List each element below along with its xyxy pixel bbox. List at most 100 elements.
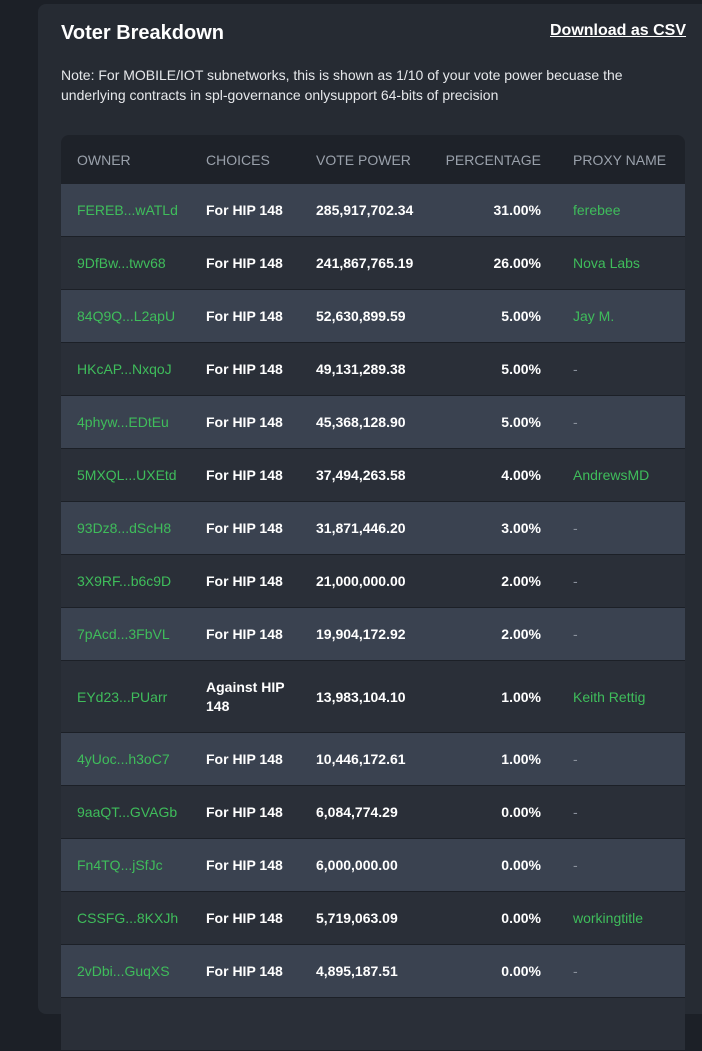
proxy-name: -	[573, 751, 578, 767]
voter-breakdown-panel: Voter Breakdown Download as CSV Note: Fo…	[38, 4, 702, 1051]
percentage-value: 2.00%	[501, 573, 541, 589]
vote-choice: Against HIP 148	[206, 678, 285, 714]
owner-address-link[interactable]: 84Q9Q...L2apU	[77, 308, 176, 324]
proxy-name: -	[573, 626, 578, 642]
left-sidebar-strip	[0, 0, 38, 1002]
percentage-value: 0.00%	[501, 910, 541, 926]
vote-power-value: 285,917,702.34	[316, 202, 414, 218]
vote-power-value: 241,867,765.19	[316, 255, 414, 271]
header-vote-power: VOTE POWER	[316, 151, 411, 168]
percentage-value: 0.00%	[501, 857, 541, 873]
proxy-name: -	[573, 573, 578, 589]
header-percentage: PERCENTAGE	[445, 151, 541, 168]
vote-power-value: 5,719,063.09	[316, 910, 398, 926]
owner-address-link[interactable]: Fn4TQ...jSfJc	[77, 857, 163, 873]
percentage-value: 5.00%	[501, 308, 541, 324]
percentage-value: 2.00%	[501, 626, 541, 642]
table-row: 9aaQT...GVAGb For HIP 148 6,084,774.29 0.00…	[61, 786, 685, 839]
percentage-value: 31.00%	[493, 202, 541, 218]
table-row	[61, 998, 685, 1051]
vote-power-value: 21,000,000.00	[316, 573, 406, 589]
table-row: 9DfBw...twv68 For HIP 148 241,867,765.19 26…	[61, 237, 685, 290]
owner-address-link[interactable]: 4yUoc...h3oC7	[77, 751, 170, 767]
vote-power-value: 6,000,000.00	[316, 857, 398, 873]
table-row: 4yUoc...h3oC7 For HIP 148 10,446,172.61 1.0…	[61, 733, 685, 786]
proxy-name: AndrewsMD	[573, 467, 650, 483]
owner-address-link[interactable]: 7pAcd...3FbVL	[77, 626, 170, 642]
proxy-name: -	[573, 804, 578, 820]
header-owner: OWNER	[77, 151, 131, 168]
proxy-name: ferebee	[573, 202, 621, 218]
proxy-name: Nova Labs	[573, 255, 640, 271]
vote-choice: For HIP 148	[206, 519, 283, 536]
proxy-name: -	[573, 361, 578, 377]
vote-choice: For HIP 148	[206, 254, 283, 271]
proxy-name: -	[573, 857, 578, 873]
vote-power-value: 10,446,172.61	[316, 751, 406, 767]
vote-choice: For HIP 148	[206, 856, 283, 873]
vote-power-value: 19,904,172.92	[316, 626, 406, 642]
vote-choice: For HIP 148	[206, 803, 283, 820]
table-row: EYd23...PUarr Against HIP 148 13,983,104.1…	[61, 661, 685, 733]
owner-address-link[interactable]: 93Dz8...dScH8	[77, 520, 172, 536]
percentage-value: 0.00%	[501, 963, 541, 979]
vote-choice: For HIP 148	[206, 413, 283, 430]
proxy-name: -	[573, 963, 578, 979]
percentage-value: 5.00%	[501, 361, 541, 377]
owner-address-link[interactable]: EYd23...PUarr	[77, 688, 168, 705]
table-body: FEREB...wATLd For HIP 148 285,917,702.34 31…	[61, 184, 685, 1051]
vote-choice: For HIP 148	[206, 307, 283, 324]
owner-address-link[interactable]: HKcAP...NxqoJ	[77, 361, 172, 377]
table-row: FEREB...wATLd For HIP 148 285,917,702.34 31…	[61, 184, 685, 237]
voter-table: OWNER CHOICES VOTE POWER PERCENTAGE PROX…	[61, 135, 685, 1051]
proxy-name: workingtitle	[573, 910, 644, 926]
vote-choice: For HIP 148	[206, 909, 283, 926]
owner-address-link[interactable]: 4phyw...EDtEu	[77, 414, 169, 430]
table-header: OWNER CHOICES VOTE POWER PERCENTAGE PROX…	[61, 135, 685, 184]
owner-address-link[interactable]: 9aaQT...GVAGb	[77, 804, 178, 820]
owner-address-link[interactable]: CSSFG...8KXJh	[77, 910, 179, 926]
percentage-value: 1.00%	[501, 751, 541, 767]
percentage-value: 4.00%	[501, 467, 541, 483]
owner-address-link[interactable]: 2vDbi...GuqXS	[77, 963, 170, 979]
table-row: CSSFG...8KXJh For HIP 148 5,719,063.09 0.00…	[61, 892, 685, 945]
header-proxy-name: PROXY NAME	[573, 151, 667, 168]
vote-choice: For HIP 148	[206, 466, 283, 483]
download-csv-link[interactable]: Download as CSV	[550, 22, 687, 39]
owner-address-link[interactable]: 3X9RF...b6c9D	[77, 573, 172, 589]
percentage-value: 0.00%	[501, 804, 541, 820]
vote-power-value: 31,871,446.20	[316, 520, 406, 536]
vote-power-value: 45,368,128.90	[316, 414, 406, 430]
vote-choice: For HIP 148	[206, 750, 283, 767]
owner-address-link[interactable]: 9DfBw...twv68	[77, 255, 166, 271]
vote-power-value: 49,131,289.38	[316, 361, 406, 377]
proxy-name: -	[573, 414, 578, 430]
table-row: 3X9RF...b6c9D For HIP 148 21,000,000.00 2.0…	[61, 555, 685, 608]
vote-power-value: 13,983,104.10	[316, 688, 406, 705]
owner-address-link[interactable]: 5MXQL...UXEtd	[77, 467, 177, 483]
vote-choice: For HIP 148	[206, 201, 283, 218]
table-row: 2vDbi...GuqXS For HIP 148 4,895,187.51 0.00…	[61, 945, 685, 998]
vote-choice: For HIP 148	[206, 572, 283, 589]
table-row: 93Dz8...dScH8 For HIP 148 31,871,446.20 3.0…	[61, 502, 685, 555]
vote-choice: For HIP 148	[206, 625, 283, 642]
panel-title: Voter Breakdown	[61, 22, 224, 44]
proxy-name: Keith Rettig	[573, 688, 646, 705]
table-row: 4phyw...EDtEu For HIP 148 45,368,128.90 5.0…	[61, 396, 685, 449]
vote-choice: For HIP 148	[206, 360, 283, 377]
table-row: 84Q9Q...L2apU For HIP 148 52,630,899.59 5.0…	[61, 290, 685, 343]
vote-power-value: 4,895,187.51	[316, 963, 398, 979]
proxy-name: -	[573, 520, 578, 536]
table-row: Fn4TQ...jSfJc For HIP 148 6,000,000.00 0.00…	[61, 839, 685, 892]
owner-address-link[interactable]: FEREB...wATLd	[77, 202, 178, 218]
precision-note: Note: For MOBILE/IOT subnetworks, this i…	[61, 67, 623, 103]
percentage-value: 3.00%	[501, 520, 541, 536]
table-row: HKcAP...NxqoJ For HIP 148 49,131,289.38 5.0…	[61, 343, 685, 396]
vote-choice: For HIP 148	[206, 962, 283, 979]
vote-power-value: 52,630,899.59	[316, 308, 406, 324]
percentage-value: 1.00%	[501, 688, 541, 705]
vote-power-value: 6,084,774.29	[316, 804, 398, 820]
percentage-value: 26.00%	[493, 255, 541, 271]
vote-power-value: 37,494,263.58	[316, 467, 406, 483]
table-row: 7pAcd...3FbVL For HIP 148 19,904,172.92 2.0…	[61, 608, 685, 661]
